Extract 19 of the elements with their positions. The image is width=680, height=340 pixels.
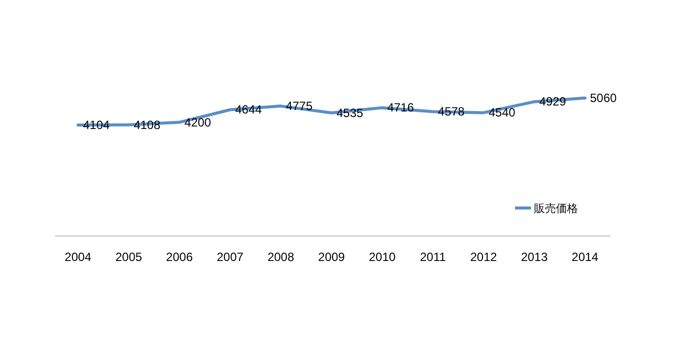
data-label: 4540 xyxy=(488,106,516,120)
data-label: 5060 xyxy=(590,91,618,105)
data-label: 4578 xyxy=(438,104,465,119)
data-label: 4104 xyxy=(83,118,110,132)
x-tick-label: 2011 xyxy=(420,250,446,264)
x-tick-label: 2014 xyxy=(572,250,599,264)
data-label: 4108 xyxy=(134,118,161,132)
x-tick-label: 2009 xyxy=(318,250,346,264)
x-tick-label: 2008 xyxy=(267,250,294,264)
x-tick-label: 2006 xyxy=(166,250,194,264)
x-tick-label: 2005 xyxy=(115,250,142,264)
x-tick-label: 2004 xyxy=(64,250,92,264)
legend-label: 販売価格 xyxy=(534,202,578,215)
x-tick-label: 2007 xyxy=(216,250,244,264)
x-tick-label: 2012 xyxy=(470,250,498,264)
x-tick-label: 2013 xyxy=(520,250,548,264)
x-tick-label: 2010 xyxy=(368,250,396,264)
data-label: 4716 xyxy=(387,100,414,115)
data-label: 4200 xyxy=(184,115,212,130)
